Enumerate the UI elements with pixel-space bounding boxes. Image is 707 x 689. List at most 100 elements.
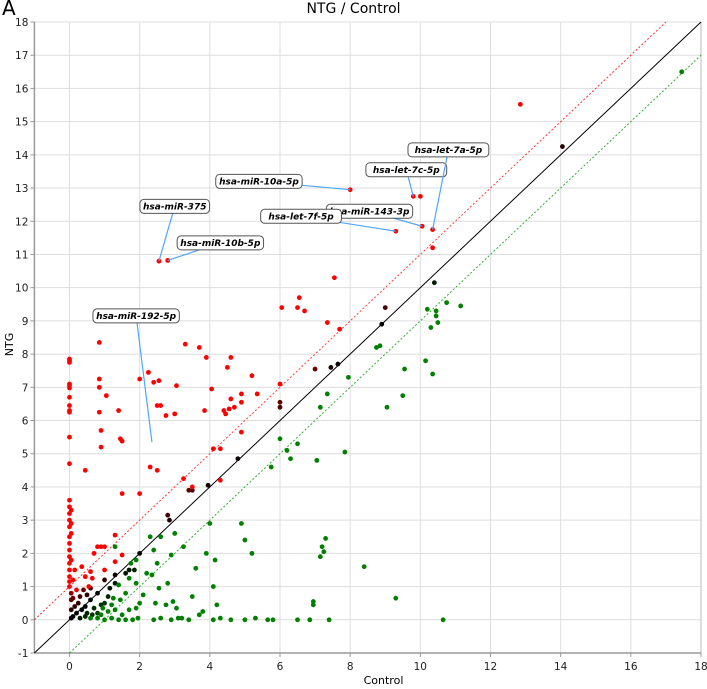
data-point-down: [458, 303, 464, 309]
data-point-up: [517, 101, 523, 107]
data-point-up: [67, 461, 72, 467]
y-tick-label: 12: [15, 216, 28, 228]
data-point-neutral: [77, 615, 83, 621]
data-point-down: [95, 615, 100, 621]
data-point-up: [238, 391, 244, 397]
data-point-down: [377, 343, 383, 349]
data-point-up: [224, 364, 230, 370]
data-point-down: [212, 557, 218, 563]
data-point-down: [242, 617, 248, 623]
annotation-box: [215, 173, 303, 189]
data-point-down: [284, 448, 290, 453]
data-point-neutral: [81, 587, 86, 593]
data-point-down: [228, 617, 234, 623]
annotation-label: hsa-miR-143-3p: [329, 207, 409, 217]
data-point-up: [223, 411, 229, 417]
data-point-down: [268, 464, 274, 470]
data-point-neutral: [68, 590, 74, 596]
data-point-down: [288, 456, 293, 462]
data-point-down: [238, 521, 244, 526]
data-point-up: [217, 446, 223, 452]
data-point-up: [331, 275, 337, 281]
data-point-up: [119, 491, 125, 496]
data-point-neutral: [105, 594, 111, 599]
x-tick-label: 12: [484, 661, 497, 673]
data-point-neutral: [91, 605, 97, 611]
data-point-down: [319, 544, 325, 550]
data-point-down: [137, 600, 143, 606]
data-point-up: [137, 491, 143, 496]
data-point-down: [679, 69, 685, 75]
data-point-down: [123, 590, 129, 596]
data-point-up: [112, 559, 118, 565]
data-point-up: [103, 393, 109, 399]
annotation-label: hsa-miR-192-5p: [96, 312, 176, 322]
data-point-up: [419, 223, 425, 229]
data-point-up: [295, 305, 300, 311]
data-point-down: [214, 602, 220, 608]
data-point-down: [175, 615, 181, 621]
data-point-neutral: [335, 361, 341, 367]
data-point-down: [277, 436, 283, 442]
data-point-up: [410, 193, 416, 199]
data-point-down: [100, 605, 106, 611]
data-point-neutral: [107, 585, 113, 591]
annotation-label: hsa-let-7c-5p: [373, 166, 440, 176]
data-point-up: [196, 345, 202, 350]
y-tick-label: 11: [15, 249, 28, 261]
data-point-neutral: [431, 280, 437, 286]
data-point-down: [321, 549, 327, 555]
data-point-down: [265, 617, 271, 623]
annotations: hsa-let-7c-5p hsa-let-7a-5p hsa-miR-10a-5p…: [92, 142, 490, 443]
data-point-down: [307, 617, 313, 623]
data-point-neutral: [205, 482, 211, 488]
data-point-up: [119, 438, 125, 444]
data-point-up: [96, 384, 102, 390]
x-tick-label: 8: [347, 661, 354, 673]
data-point-up: [96, 409, 102, 415]
annotation-box: [139, 198, 211, 214]
data-point-down: [207, 521, 213, 526]
annotation-leader-line: [158, 206, 176, 262]
x-tick-label: 10: [414, 661, 427, 673]
data-point-up: [98, 428, 104, 433]
annotation-label: hsa-miR-375: [143, 202, 207, 212]
y-tick-label: 13: [15, 183, 28, 195]
data-point-neutral: [68, 615, 74, 621]
data-point-down: [147, 534, 153, 540]
data-point-down: [158, 615, 164, 621]
data-point-up: [226, 406, 232, 412]
x-tick-label: 16: [624, 661, 638, 673]
y-tick-label: 2: [22, 548, 29, 560]
data-point-down: [393, 595, 399, 601]
data-point-up: [137, 376, 143, 382]
data-point-neutral: [167, 517, 172, 523]
data-point-neutral: [277, 404, 283, 410]
identity-line: [34, 21, 702, 654]
data-point-up: [158, 403, 164, 408]
data-point-down: [102, 617, 107, 623]
data-point-down: [181, 544, 186, 550]
data-point-down: [135, 615, 141, 621]
annotation-leader-line: [432, 149, 449, 230]
data-point-up: [210, 446, 216, 452]
data-point-down: [123, 617, 129, 623]
data-point-up: [67, 574, 72, 580]
data-point-up: [67, 434, 72, 440]
data-point-up: [209, 386, 214, 392]
data-point-down: [249, 550, 255, 556]
data-point-up: [68, 557, 74, 563]
data-point-up: [79, 564, 85, 570]
data-point-up: [119, 552, 125, 558]
data-point-up: [231, 404, 237, 410]
data-point-up: [174, 383, 179, 389]
data-point-down: [126, 575, 132, 581]
data-point-up: [147, 464, 153, 470]
data-point-down: [189, 594, 195, 599]
data-point-neutral: [131, 567, 137, 573]
data-point-down: [186, 617, 192, 623]
data-point-up: [417, 193, 423, 199]
data-point-down: [295, 441, 300, 447]
data-point-down: [323, 536, 328, 541]
data-point-neutral: [165, 512, 171, 518]
